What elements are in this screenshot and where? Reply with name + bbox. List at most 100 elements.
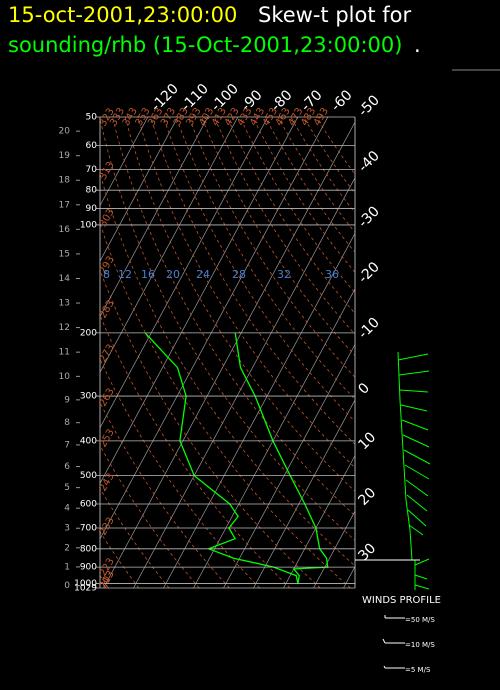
y-tick-label: 500 — [80, 471, 97, 481]
height-tick-label: 4 — [64, 504, 70, 514]
plot-area — [0, 116, 355, 588]
height-tick-label: 20 — [59, 127, 71, 137]
height-tick-label: 0 — [64, 581, 70, 591]
dry-adiabat — [175, 117, 355, 400]
isotherm — [100, 117, 179, 262]
adiabat-label: 243 — [98, 471, 117, 493]
height-tick-label: 11 — [59, 348, 70, 358]
height-tick-label: 16 — [59, 225, 71, 235]
adiabat-label: 313 — [98, 160, 117, 182]
adiabat-label: 263 — [98, 386, 117, 408]
y-tick-label: 800 — [80, 544, 97, 554]
isotherm — [193, 288, 355, 588]
height-tick-label: 1 — [64, 562, 70, 572]
isotherm — [103, 121, 355, 588]
wind-staff — [397, 351, 413, 561]
subtitle: sounding/rhb (15-Oct-2001,23:00:00) — [8, 33, 402, 57]
wind-profile — [397, 351, 431, 590]
height-tick-label: 7 — [64, 440, 70, 450]
mixing-ratio-label: 16 — [141, 268, 155, 281]
temp-tick-label: -20 — [355, 259, 382, 286]
mixing-ratio-label: 32 — [277, 268, 291, 281]
y-tick-label: 50 — [86, 113, 98, 123]
dry-adiabat — [252, 117, 355, 274]
temp-tick-label: 10 — [355, 429, 379, 453]
height-tick-label: 3 — [64, 524, 70, 534]
mixing-ratio-label: 8 — [103, 268, 110, 281]
dry-adiabat — [100, 487, 170, 588]
y-tick-label: 70 — [86, 165, 98, 175]
height-tick-label: 17 — [59, 200, 70, 210]
isotherm — [223, 343, 355, 588]
mixing-ratio-label: 24 — [196, 268, 210, 281]
sounding-trace — [234, 332, 329, 584]
adiabat-label: 283 — [98, 298, 117, 320]
dry-adiabat — [213, 117, 355, 335]
adiabat-label: 253 — [98, 427, 117, 449]
isotherm — [100, 117, 269, 429]
temp-tick-label: -10 — [355, 315, 382, 342]
y-tick-label: 300 — [80, 392, 97, 402]
date: 15-oct-2001,23:00:00 — [8, 3, 237, 27]
mixing-ratio-label: 20 — [166, 268, 180, 281]
y-tick-label: 900 — [80, 563, 97, 573]
mixing-ratio-label: 36 — [325, 268, 339, 281]
adiabat-label: 233 — [98, 515, 117, 537]
height-tick-label: 6 — [64, 462, 70, 472]
legend-label: =50 M/S — [405, 616, 435, 624]
dry-adiabat — [188, 117, 355, 378]
height-tick-label: 9 — [64, 395, 70, 405]
dry-adiabat — [100, 314, 291, 588]
dry-adiabat — [124, 117, 355, 492]
temp-tick-label: -60 — [328, 87, 355, 114]
adiabat-label: 273 — [98, 342, 117, 364]
y-tick-label: 200 — [80, 328, 97, 338]
dry-adiabat — [100, 117, 355, 541]
dry-adiabat — [150, 117, 355, 445]
isotherm — [133, 177, 355, 588]
height-tick-label: 13 — [59, 299, 70, 309]
isotherm — [253, 399, 355, 588]
y-tick-label: 60 — [86, 141, 98, 151]
wind-barbs-low — [414, 558, 430, 590]
wind-barbs — [397, 353, 431, 536]
height-tick-label: 14 — [59, 274, 71, 284]
period: . — [414, 33, 421, 57]
temp-tick-label: 0 — [355, 380, 373, 398]
height-tick-label: 15 — [59, 249, 70, 259]
isotherm — [283, 454, 355, 588]
legend-barb — [382, 638, 405, 644]
y-tick-label: 1000 — [74, 579, 97, 589]
y-tick-label: 1029 — [74, 584, 97, 594]
y-tick-label: 90 — [86, 204, 98, 214]
height-tick-label: 8 — [64, 418, 70, 428]
dry-adiabat — [162, 117, 355, 423]
temp-tick-label: 20 — [355, 485, 379, 509]
dry-adiabat — [201, 117, 355, 357]
temp-tick-label: -40 — [355, 148, 382, 175]
dry-adiabat — [0, 116, 48, 588]
legend-label: =5 M/S — [405, 666, 431, 674]
dry-adiabat — [277, 117, 355, 234]
y-tick-label: 100 — [80, 220, 97, 230]
dry-adiabat — [264, 117, 355, 253]
height-tick-label: 19 — [59, 151, 71, 161]
dry-adiabat — [137, 117, 355, 469]
height-tick-label: 12 — [59, 323, 70, 333]
isotherm — [100, 117, 149, 207]
isotherm — [313, 510, 355, 588]
y-tick-label: 80 — [86, 186, 98, 196]
isotherm — [100, 117, 329, 540]
mixing-ratio-label: 28 — [232, 268, 246, 281]
dry-adiabat — [100, 221, 351, 588]
legend-barb — [384, 615, 405, 619]
title: Skew-t plot for — [258, 3, 411, 27]
temp-tick-label: -30 — [355, 204, 382, 231]
temp-tick-label: 30 — [355, 540, 379, 564]
dry-adiabat — [100, 171, 355, 567]
dry-adiabat — [100, 358, 261, 588]
y-tick-label: 600 — [80, 499, 97, 509]
temp-tick-label: -50 — [355, 92, 382, 119]
